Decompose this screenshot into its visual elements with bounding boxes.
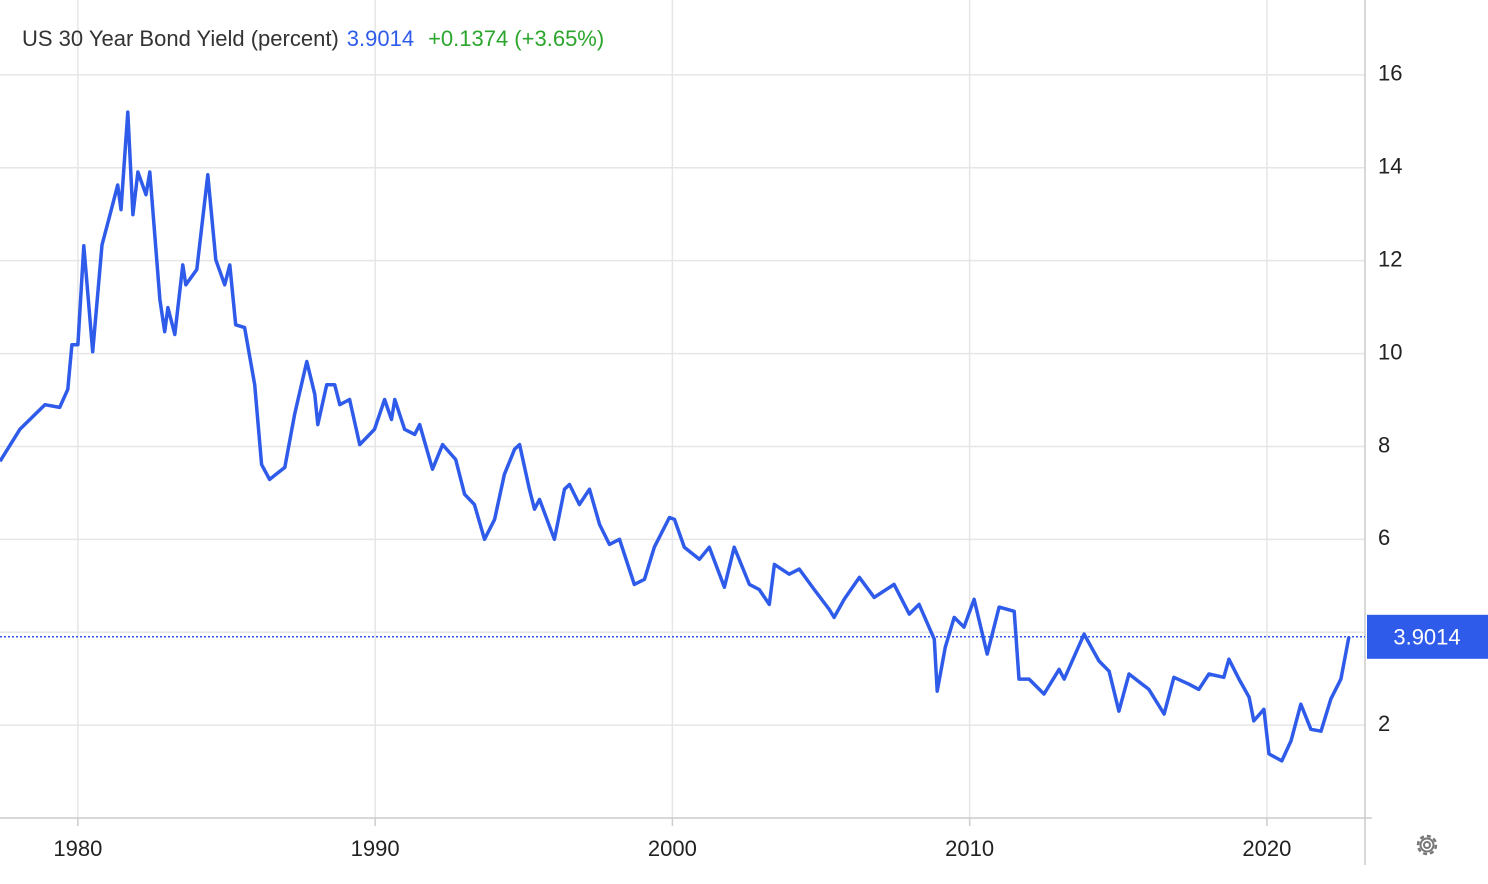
x-tick-label: 2020 xyxy=(1242,836,1291,861)
x-tick-label: 1980 xyxy=(53,836,102,861)
yield-line xyxy=(0,110,1351,763)
x-tick-label: 2010 xyxy=(945,836,994,861)
y-tick-label: 14 xyxy=(1378,154,1402,179)
y-tick-label: 16 xyxy=(1378,61,1402,86)
last-value: 3.9014 xyxy=(347,26,414,51)
y-tick-label: 2 xyxy=(1378,711,1390,736)
y-tick-label: 10 xyxy=(1378,339,1402,364)
x-tick-label: 1990 xyxy=(351,836,400,861)
grid xyxy=(0,0,1365,818)
y-tick-label: 8 xyxy=(1378,432,1390,457)
y-tick-label: 12 xyxy=(1378,246,1402,271)
chart-title: US 30 Year Bond Yield (percent) 3.9014 +0.… xyxy=(22,26,604,51)
title: US 30 Year Bond Yield (percent) xyxy=(22,26,339,51)
y-tick-label: 6 xyxy=(1378,525,1390,550)
last-value-badge xyxy=(1367,614,1488,659)
change: +0.1374 (+3.65%) xyxy=(428,26,604,51)
last-value-label: 3.9014 xyxy=(1393,625,1460,650)
settings-icon[interactable] xyxy=(1416,834,1438,856)
x-tick-label: 2000 xyxy=(648,836,697,861)
